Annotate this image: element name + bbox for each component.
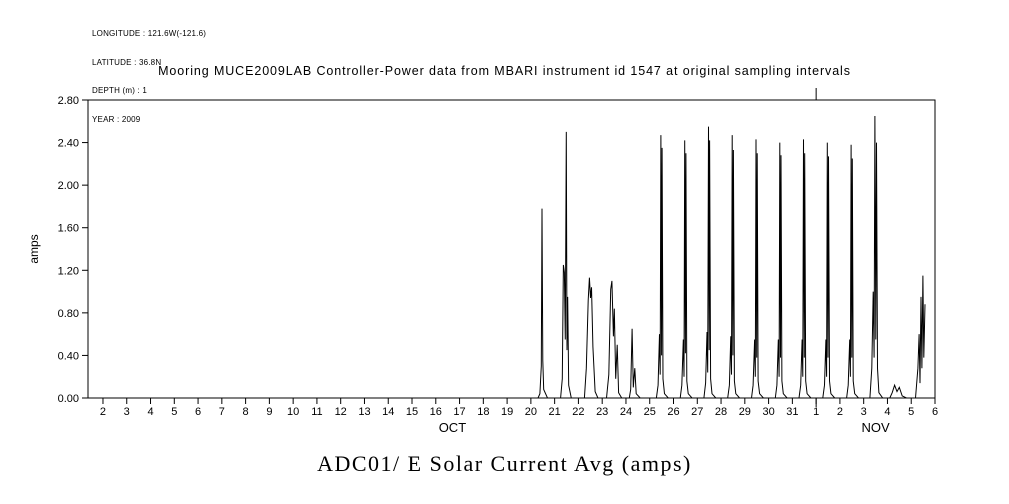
- y-axis-tick-label: 0.80: [58, 308, 79, 320]
- x-axis-tick-label: 10: [287, 406, 299, 418]
- x-axis-tick-label: 7: [219, 406, 225, 418]
- y-axis-title: amps: [27, 234, 41, 263]
- meta-line-latitude: LATITUDE : 36.8N: [92, 57, 162, 67]
- x-axis-tick-label: 21: [549, 406, 561, 418]
- x-axis-tick-label: 16: [430, 406, 442, 418]
- y-axis-tick-label: 0.00: [58, 393, 79, 405]
- x-axis-tick-label: 18: [477, 406, 489, 418]
- x-axis-tick-label: 2: [100, 406, 106, 418]
- plot-frame: [87, 99, 936, 399]
- x-axis-tick-label: 14: [382, 406, 394, 418]
- x-axis-tick-label: 4: [884, 406, 890, 418]
- chart-title: Mooring MUCE2009LAB Controller-Power dat…: [158, 64, 851, 78]
- x-axis-tick-label: 2: [837, 406, 843, 418]
- figure-caption: ADC01/ E Solar Current Avg (amps): [317, 451, 692, 476]
- y-axis-tick-label: 2.40: [58, 138, 79, 150]
- data-series-line: [537, 115, 926, 399]
- y-axis-tick-label: 1.60: [58, 223, 79, 235]
- x-axis-tick-label: 24: [620, 406, 632, 418]
- x-axis-tick-label: 17: [453, 406, 465, 418]
- x-axis-tick-label: 13: [358, 406, 370, 418]
- x-axis-tick-label: 1: [813, 406, 819, 418]
- x-axis-tick-label: 12: [335, 406, 347, 418]
- x-axis-tick-label: 4: [147, 406, 153, 418]
- x-axis-tick-label: 9: [266, 406, 272, 418]
- y-axis-tick-label: 2.00: [58, 180, 79, 192]
- x-axis-tick-label: 31: [786, 406, 798, 418]
- y-axis-tick-label: 2.80: [58, 95, 79, 107]
- meta-line-year: YEAR : 2009: [92, 114, 141, 124]
- x-axis-tick-label: 6: [932, 406, 938, 418]
- x-axis-tick-label: 3: [124, 406, 130, 418]
- y-axis-tick-label: 0.40: [58, 350, 79, 362]
- x-axis-tick-label: 26: [667, 406, 679, 418]
- x-axis-tick-label: 6: [195, 406, 201, 418]
- x-axis-tick-label: 11: [311, 406, 322, 418]
- meta-line-longitude: LONGITUDE : 121.6W(-121.6): [92, 29, 207, 38]
- x-axis-month-label: OCT: [439, 420, 467, 435]
- x-axis-tick-label: 19: [501, 406, 513, 418]
- y-axis-tick-label: 1.20: [58, 265, 79, 277]
- x-axis-tick-label: 8: [243, 406, 249, 418]
- x-axis-month-label: NOV: [861, 420, 890, 435]
- meta-line-depth: DEPTH (m) : 1: [92, 86, 148, 95]
- x-axis-tick-label: 22: [572, 406, 584, 418]
- x-axis-tick-label: 23: [596, 406, 608, 418]
- x-axis-tick-label: 30: [762, 406, 774, 418]
- x-axis-tick-label: 15: [406, 406, 418, 418]
- x-axis-tick-label: 20: [525, 406, 537, 418]
- metadata-block: LONGITUDE : 121.6W(-121.6) LATITUDE : 36…: [92, 10, 206, 143]
- x-axis-tick-label: 29: [739, 406, 751, 418]
- x-axis-tick-label: 5: [908, 406, 914, 418]
- x-axis-tick-label: 25: [644, 406, 656, 418]
- x-axis-tick-label: 3: [861, 406, 867, 418]
- x-axis-tick-label: 27: [691, 406, 703, 418]
- x-axis-tick-label: 5: [171, 406, 177, 418]
- x-axis-tick-label: 28: [715, 406, 727, 418]
